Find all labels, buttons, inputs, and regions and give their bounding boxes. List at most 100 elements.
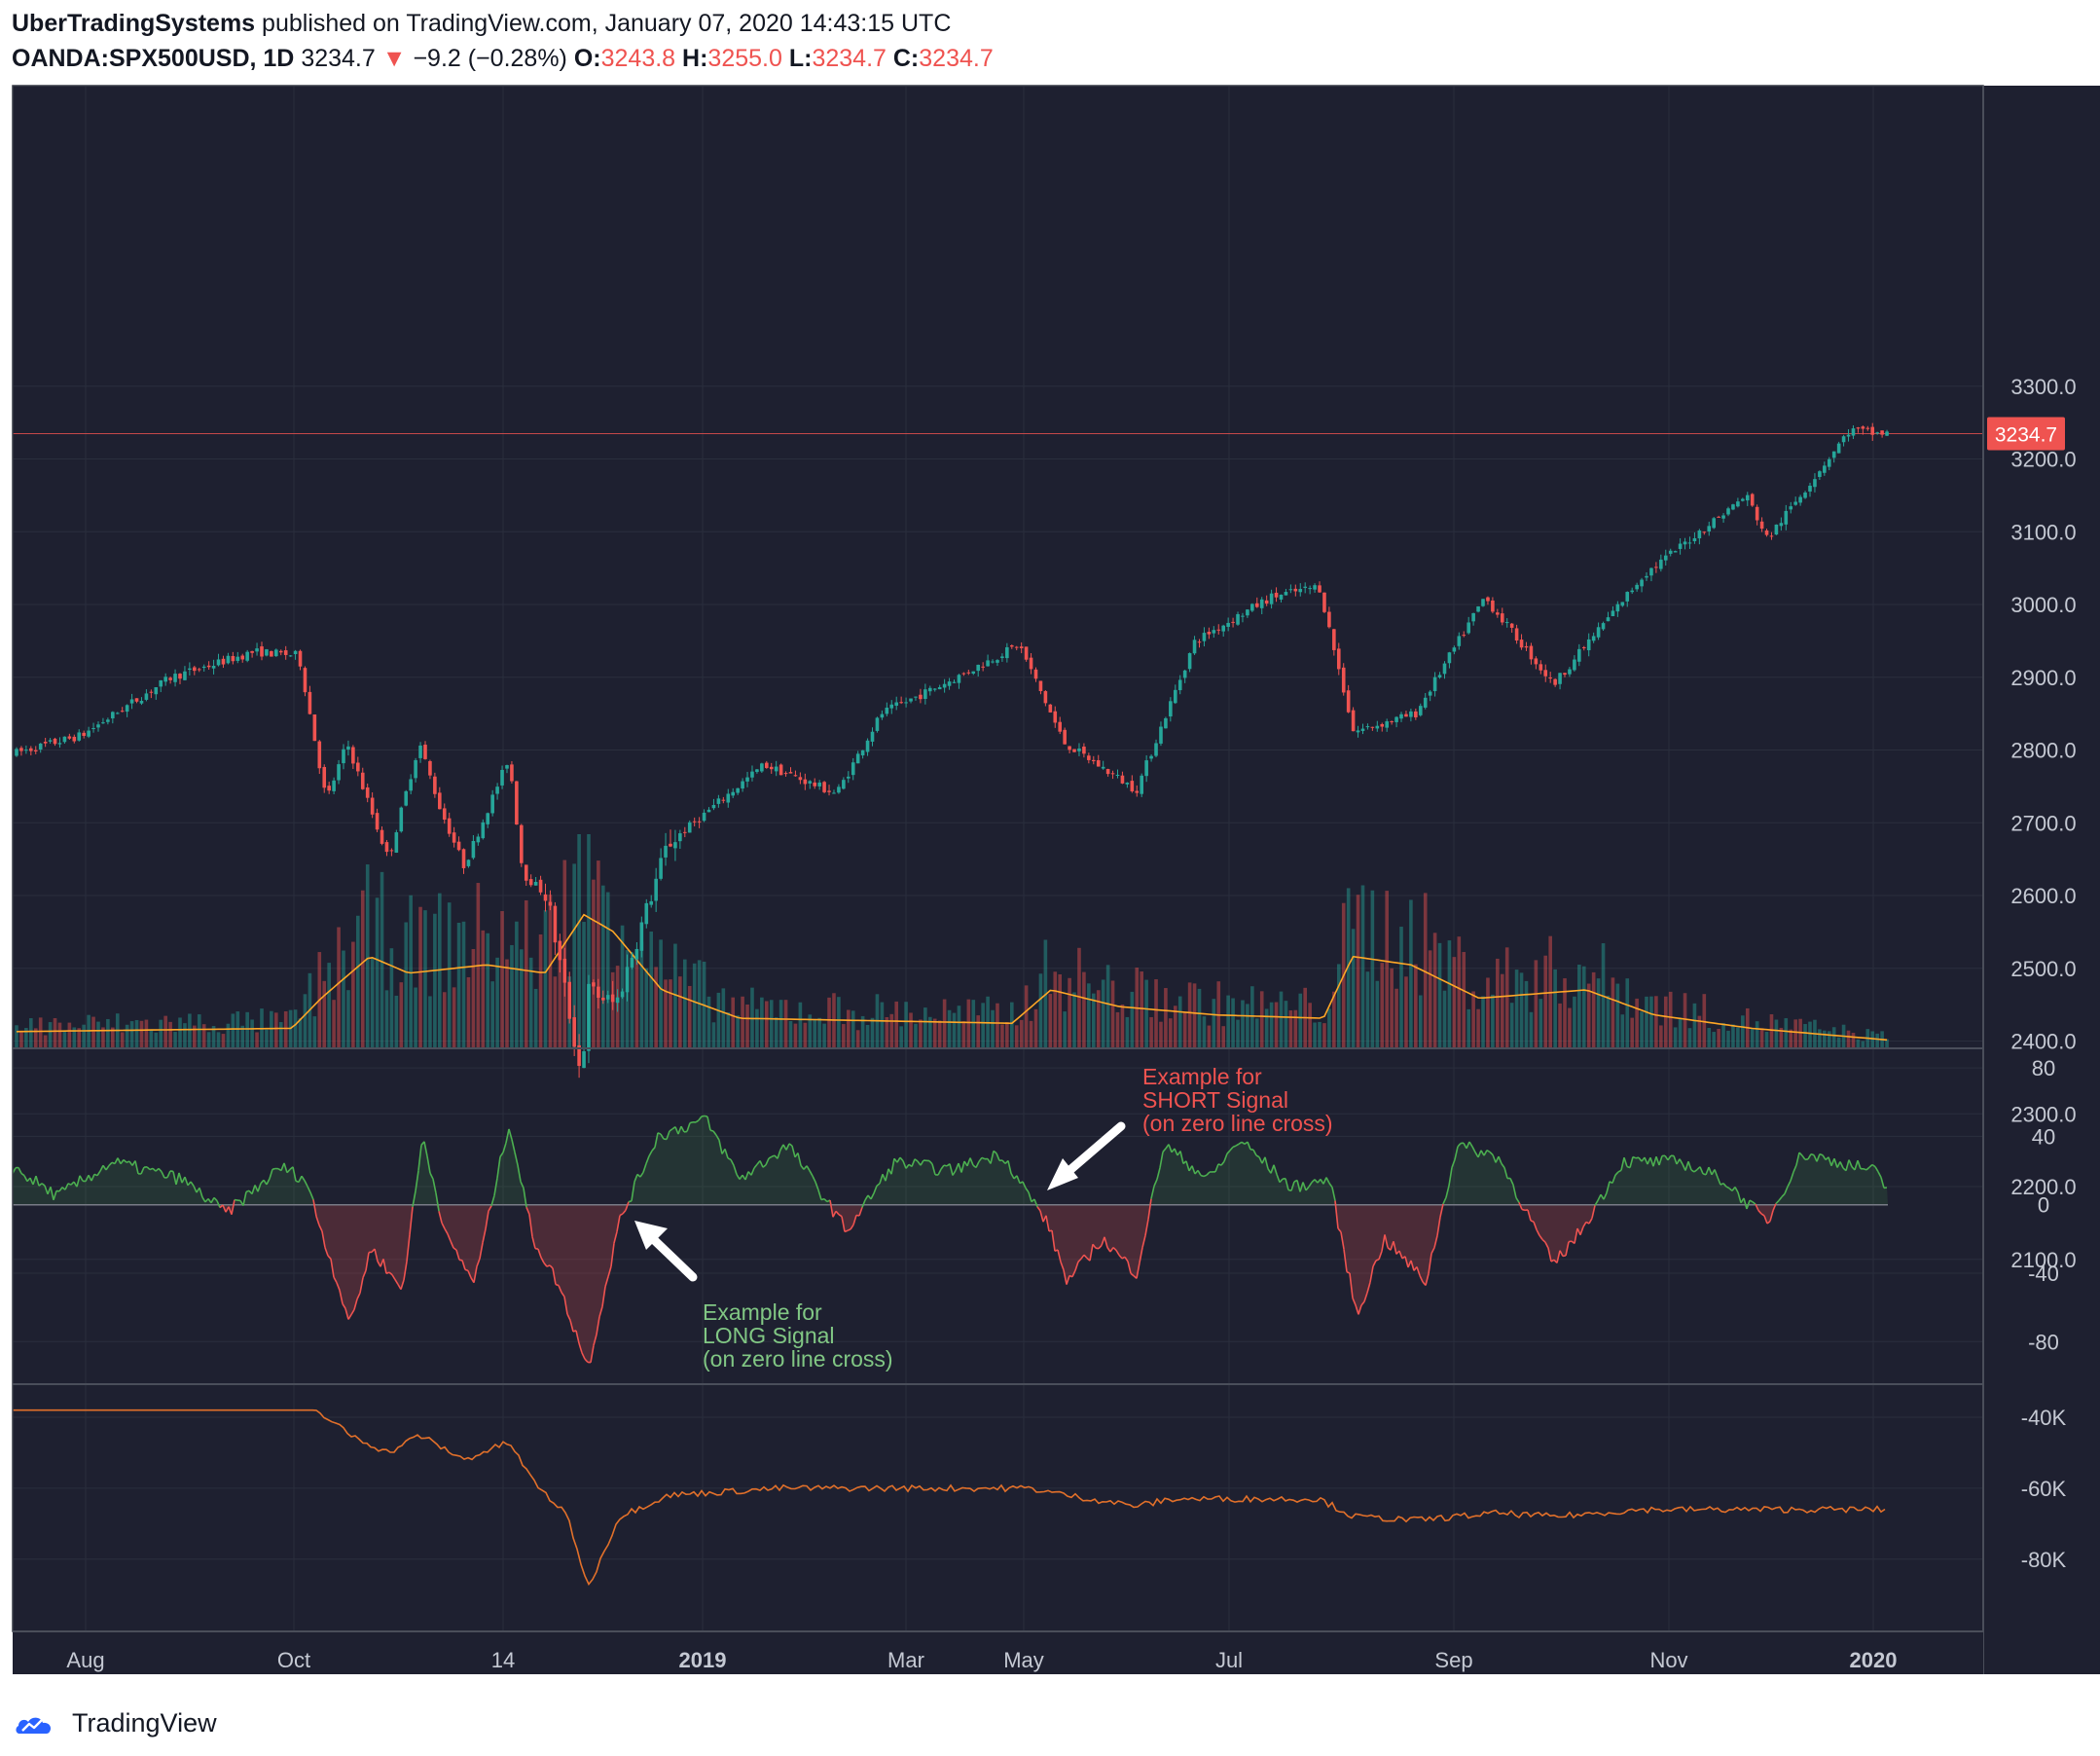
volume-bar — [1586, 983, 1591, 1048]
candle — [1432, 672, 1437, 697]
oscillator-segment — [312, 1199, 317, 1217]
oscillator-segment — [1334, 1200, 1339, 1229]
candle — [1091, 755, 1096, 765]
volume-bar — [486, 933, 490, 1048]
candle — [312, 713, 317, 742]
volume-bar — [577, 834, 581, 1048]
chart-background — [13, 86, 1983, 1631]
volume-bar — [533, 988, 538, 1048]
volume-bar — [168, 1021, 172, 1048]
oscillator-segment — [1790, 1171, 1794, 1182]
volume-bar — [1611, 977, 1615, 1048]
candle — [428, 759, 432, 780]
time-axis-label: Sep — [1434, 1648, 1472, 1672]
candle — [1072, 749, 1076, 752]
volume-bar — [683, 959, 687, 1048]
oscillator-segment — [990, 1151, 995, 1164]
oscillator-segment — [102, 1164, 107, 1171]
oscillator-segment — [902, 1160, 907, 1169]
oscillator-segment — [616, 1215, 621, 1232]
volume-bar — [1293, 1009, 1298, 1048]
volume-bar — [96, 1021, 100, 1048]
candle — [610, 980, 615, 1010]
candle — [1745, 492, 1750, 506]
candle — [1524, 641, 1529, 651]
publisher-name[interactable]: UberTradingSystems — [12, 10, 256, 37]
time-axis-label: Aug — [66, 1648, 104, 1672]
candle — [533, 877, 538, 886]
oscillator-segment — [1282, 1177, 1286, 1180]
candle — [1221, 624, 1225, 637]
volume-bar — [760, 997, 764, 1048]
oscillator-segment — [44, 1185, 49, 1195]
oscillator-segment — [899, 1156, 904, 1162]
candle — [842, 777, 846, 790]
volume-bar — [957, 1006, 961, 1048]
oscillator-segment — [797, 1152, 802, 1166]
volume-bar — [1476, 1008, 1480, 1048]
oscillator-segment — [353, 1299, 358, 1310]
oscillator-segment — [1541, 1238, 1546, 1243]
volume-bar — [495, 957, 499, 1048]
candle — [1697, 529, 1702, 545]
oscillator-segment — [1576, 1227, 1581, 1236]
oscillator-segment — [444, 1228, 449, 1235]
oscillator-segment — [949, 1163, 954, 1176]
candle — [1471, 612, 1475, 626]
brand-name[interactable]: TradingView — [72, 1707, 217, 1738]
oscillator-segment — [1404, 1256, 1409, 1268]
volume-bar — [1519, 972, 1524, 1048]
oscillator-segment — [709, 1129, 714, 1132]
candle — [889, 700, 894, 714]
candle — [1423, 693, 1428, 710]
candle — [38, 743, 43, 753]
volume-bar — [548, 895, 553, 1048]
candle — [1514, 624, 1519, 644]
oscillator-segment — [1296, 1180, 1301, 1192]
oscillator-segment — [1784, 1186, 1789, 1194]
tradingview-logo-icon[interactable] — [14, 1708, 64, 1738]
volume-bar — [813, 1018, 817, 1048]
oscillator-segment — [1115, 1249, 1120, 1256]
candle — [659, 848, 663, 881]
oscillator-segment — [1156, 1167, 1161, 1180]
oscillator-segment — [1845, 1159, 1850, 1171]
oscillator-segment — [1127, 1261, 1132, 1274]
volume-bar — [438, 893, 442, 1048]
candle — [1313, 583, 1317, 593]
candle — [216, 653, 221, 667]
candle — [644, 898, 649, 929]
oscillator-segment — [613, 1231, 618, 1244]
candle — [1841, 434, 1846, 447]
symbol-label[interactable]: OANDA:SPX500USD, 1D — [12, 45, 295, 72]
last-price-badge — [1987, 417, 2065, 451]
volume-bar — [1798, 1018, 1802, 1048]
candle — [1736, 497, 1740, 508]
oscillator-segment — [1591, 1205, 1596, 1219]
oscillator-segment — [1118, 1254, 1123, 1260]
oscillator-segment — [1746, 1199, 1751, 1210]
volume-bar — [1486, 977, 1490, 1048]
candle — [639, 916, 644, 958]
oscillator-segment — [488, 1205, 492, 1212]
oscillator-segment — [1071, 1269, 1076, 1278]
oscillator-segment — [321, 1230, 326, 1248]
oscillator-segment — [788, 1143, 793, 1147]
candle — [265, 648, 269, 657]
candle — [433, 772, 437, 798]
candle — [144, 689, 149, 702]
volume-bar — [1846, 1030, 1851, 1048]
oscillator-segment — [467, 1270, 472, 1279]
time-axis-label: Nov — [1649, 1648, 1687, 1672]
volume-bar — [605, 892, 610, 1048]
candle — [1394, 715, 1398, 728]
candle — [750, 765, 754, 782]
candle — [1577, 643, 1581, 667]
candle — [1390, 720, 1394, 725]
oscillator-segment — [698, 1116, 703, 1121]
volume-bar — [1048, 994, 1053, 1048]
volume-bar — [601, 885, 605, 1048]
flow-axis-tick: -80K — [2021, 1548, 2067, 1572]
price-axis-tick: 2800.0 — [2010, 739, 2076, 763]
